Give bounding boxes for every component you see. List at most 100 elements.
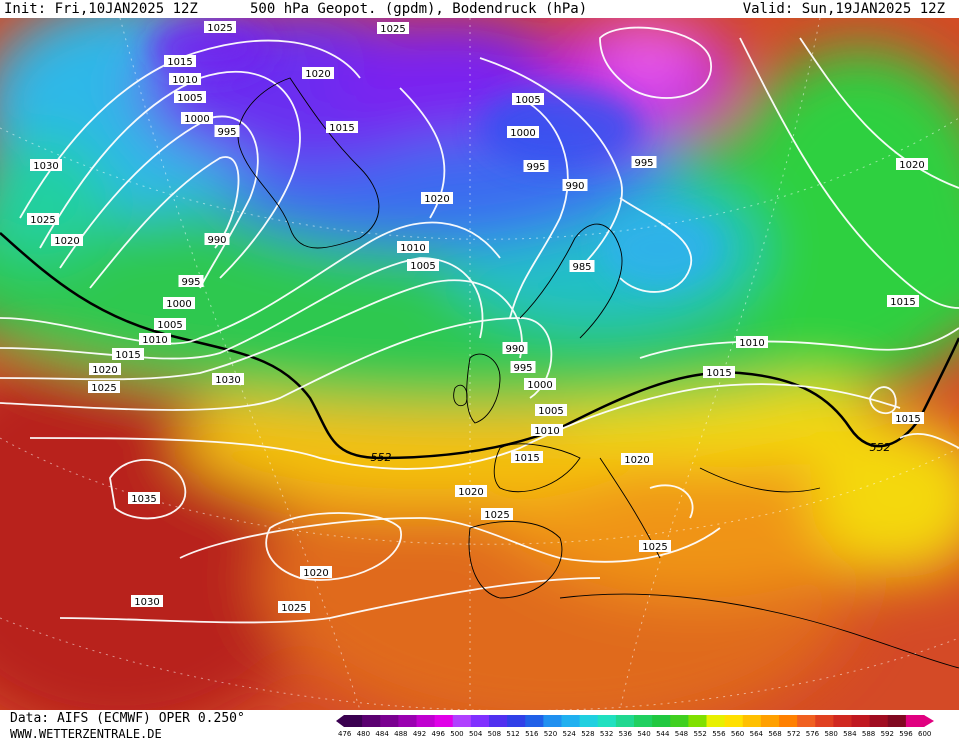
svg-text:1015: 1015 bbox=[514, 453, 539, 464]
isobar-label: 1000 bbox=[181, 112, 213, 125]
svg-text:1020: 1020 bbox=[899, 160, 924, 171]
svg-text:1020: 1020 bbox=[305, 69, 330, 80]
isobar-label: 1005 bbox=[512, 93, 544, 106]
svg-text:1015: 1015 bbox=[890, 297, 915, 308]
svg-text:1000: 1000 bbox=[510, 128, 535, 139]
colorbar-segment bbox=[398, 715, 417, 727]
isobar-label: 990 bbox=[204, 233, 230, 246]
colorbar-segment bbox=[833, 715, 852, 727]
isobar-label: 1025 bbox=[88, 381, 120, 394]
isobar-label: 1020 bbox=[455, 485, 487, 498]
colorbar-segment bbox=[887, 715, 907, 727]
svg-text:995: 995 bbox=[217, 127, 236, 138]
colorbar-tick-label: 592 bbox=[880, 730, 894, 738]
svg-text:1025: 1025 bbox=[642, 542, 667, 553]
isobar-label: 1005 bbox=[154, 318, 186, 331]
svg-text:1010: 1010 bbox=[534, 426, 559, 437]
isobar-labels: 1025 1025 1015 1010 1020 1005 1000 995 1015 1030 9… bbox=[27, 21, 928, 614]
colorbar-tick-label: 564 bbox=[749, 730, 763, 738]
colorbar-tick-label: 512 bbox=[506, 730, 520, 738]
colorbar-segment bbox=[905, 715, 925, 727]
svg-text:1015: 1015 bbox=[706, 368, 731, 379]
isobar-label: 1025 bbox=[278, 601, 310, 614]
valid-time: Valid: Sun,19JAN2025 12Z bbox=[742, 1, 945, 17]
colorbar-segment bbox=[851, 715, 871, 727]
isobar-label: 1025 bbox=[204, 21, 236, 34]
colorbar-tick-label: 600 bbox=[918, 730, 932, 738]
isobar-label: 1020 bbox=[51, 234, 83, 247]
isobar-label: 1015 bbox=[164, 55, 196, 68]
colorbar-tick-label: 588 bbox=[861, 730, 876, 738]
colorbar-low-arrow bbox=[336, 715, 344, 727]
website-credit: WWW.WETTERZENTRALE.DE bbox=[10, 727, 162, 741]
colorbar-tick-label: 508 bbox=[487, 730, 502, 738]
svg-text:1020: 1020 bbox=[92, 365, 117, 376]
svg-text:1025: 1025 bbox=[30, 215, 55, 226]
svg-text:1015: 1015 bbox=[895, 414, 920, 425]
colorbar-segment bbox=[724, 715, 744, 727]
svg-text:1025: 1025 bbox=[91, 383, 116, 394]
svg-text:1020: 1020 bbox=[624, 455, 649, 466]
svg-text:1025: 1025 bbox=[281, 603, 306, 614]
svg-text:1030: 1030 bbox=[33, 161, 58, 172]
colorbar-tick-label: 540 bbox=[637, 730, 651, 738]
data-source: Data: AIFS (ECMWF) OPER 0.250° bbox=[10, 711, 245, 726]
colorbar-tick-label: 568 bbox=[768, 730, 782, 738]
isobar-label: 995 bbox=[510, 361, 536, 374]
isobar-label: 1020 bbox=[89, 363, 121, 376]
colorbar-segment bbox=[362, 715, 381, 727]
isobar-label: 1010 bbox=[169, 73, 201, 86]
colorbar-segment bbox=[760, 715, 780, 727]
isobar-label: 1010 bbox=[397, 241, 429, 254]
isobar-label: 1030 bbox=[131, 595, 163, 608]
svg-text:995: 995 bbox=[526, 162, 545, 173]
svg-text:1020: 1020 bbox=[303, 568, 328, 579]
isobar-label: 1025 bbox=[639, 540, 671, 553]
svg-text:1015: 1015 bbox=[329, 123, 354, 134]
colorbar-segment bbox=[815, 715, 834, 727]
svg-text:1030: 1030 bbox=[134, 597, 159, 608]
colorbar-segment bbox=[615, 715, 635, 727]
colorbar-tick-label: 560 bbox=[730, 730, 745, 738]
svg-text:1015: 1015 bbox=[115, 350, 140, 361]
isobar-label: 1020 bbox=[302, 67, 334, 80]
isobar-label: 1020 bbox=[300, 566, 332, 579]
contour-552-labels: 552 552 bbox=[371, 441, 891, 464]
svg-text:1025: 1025 bbox=[380, 24, 405, 35]
isobar-label: 1025 bbox=[27, 213, 59, 226]
colorbar-segment bbox=[869, 715, 889, 727]
colorbar-segment bbox=[416, 715, 436, 727]
colorbar-tick-label: 492 bbox=[412, 730, 427, 738]
colorbar-segment bbox=[489, 715, 508, 727]
colorbar-segment bbox=[344, 715, 363, 727]
colorbar-segment bbox=[634, 715, 653, 727]
map-title: 500 hPa Geopot. (gpdm), Bodendruck (hPa) bbox=[250, 1, 588, 17]
svg-text:1000: 1000 bbox=[166, 299, 191, 310]
init-time: Init: Fri,10JAN2025 12Z bbox=[4, 1, 198, 17]
isobar-label: 995 bbox=[631, 156, 657, 169]
svg-text:995: 995 bbox=[181, 277, 200, 288]
colorbar-segment bbox=[579, 715, 599, 727]
colorbar-tick-label: 496 bbox=[431, 730, 445, 738]
isobar-label: 1025 bbox=[377, 22, 409, 35]
colorbar-tick-label: 532 bbox=[599, 730, 614, 738]
colorbar-segment bbox=[706, 715, 726, 727]
svg-text:1005: 1005 bbox=[410, 261, 435, 272]
colorbar-tick-label: 520 bbox=[543, 730, 558, 738]
colorbar-tick-label: 572 bbox=[787, 730, 801, 738]
colorbar-segment bbox=[525, 715, 544, 727]
colorbar-segment bbox=[380, 715, 399, 727]
svg-text:1005: 1005 bbox=[515, 95, 540, 106]
colorbar-segment bbox=[797, 715, 816, 727]
colorbar-tick-label: 576 bbox=[805, 730, 820, 738]
colorbar-tick-label: 528 bbox=[581, 730, 595, 738]
isobar-label: 1015 bbox=[892, 412, 924, 425]
isobar-label: 1015 bbox=[887, 295, 919, 308]
svg-text:990: 990 bbox=[207, 235, 226, 246]
isobar-label: 1015 bbox=[326, 121, 358, 134]
colorbar-segment bbox=[434, 715, 454, 727]
colorbar-tick-label: 500 bbox=[450, 730, 464, 738]
colorbar-tick-label: 548 bbox=[674, 730, 689, 738]
isobar-label: 1005 bbox=[407, 259, 439, 272]
svg-text:995: 995 bbox=[634, 158, 653, 169]
